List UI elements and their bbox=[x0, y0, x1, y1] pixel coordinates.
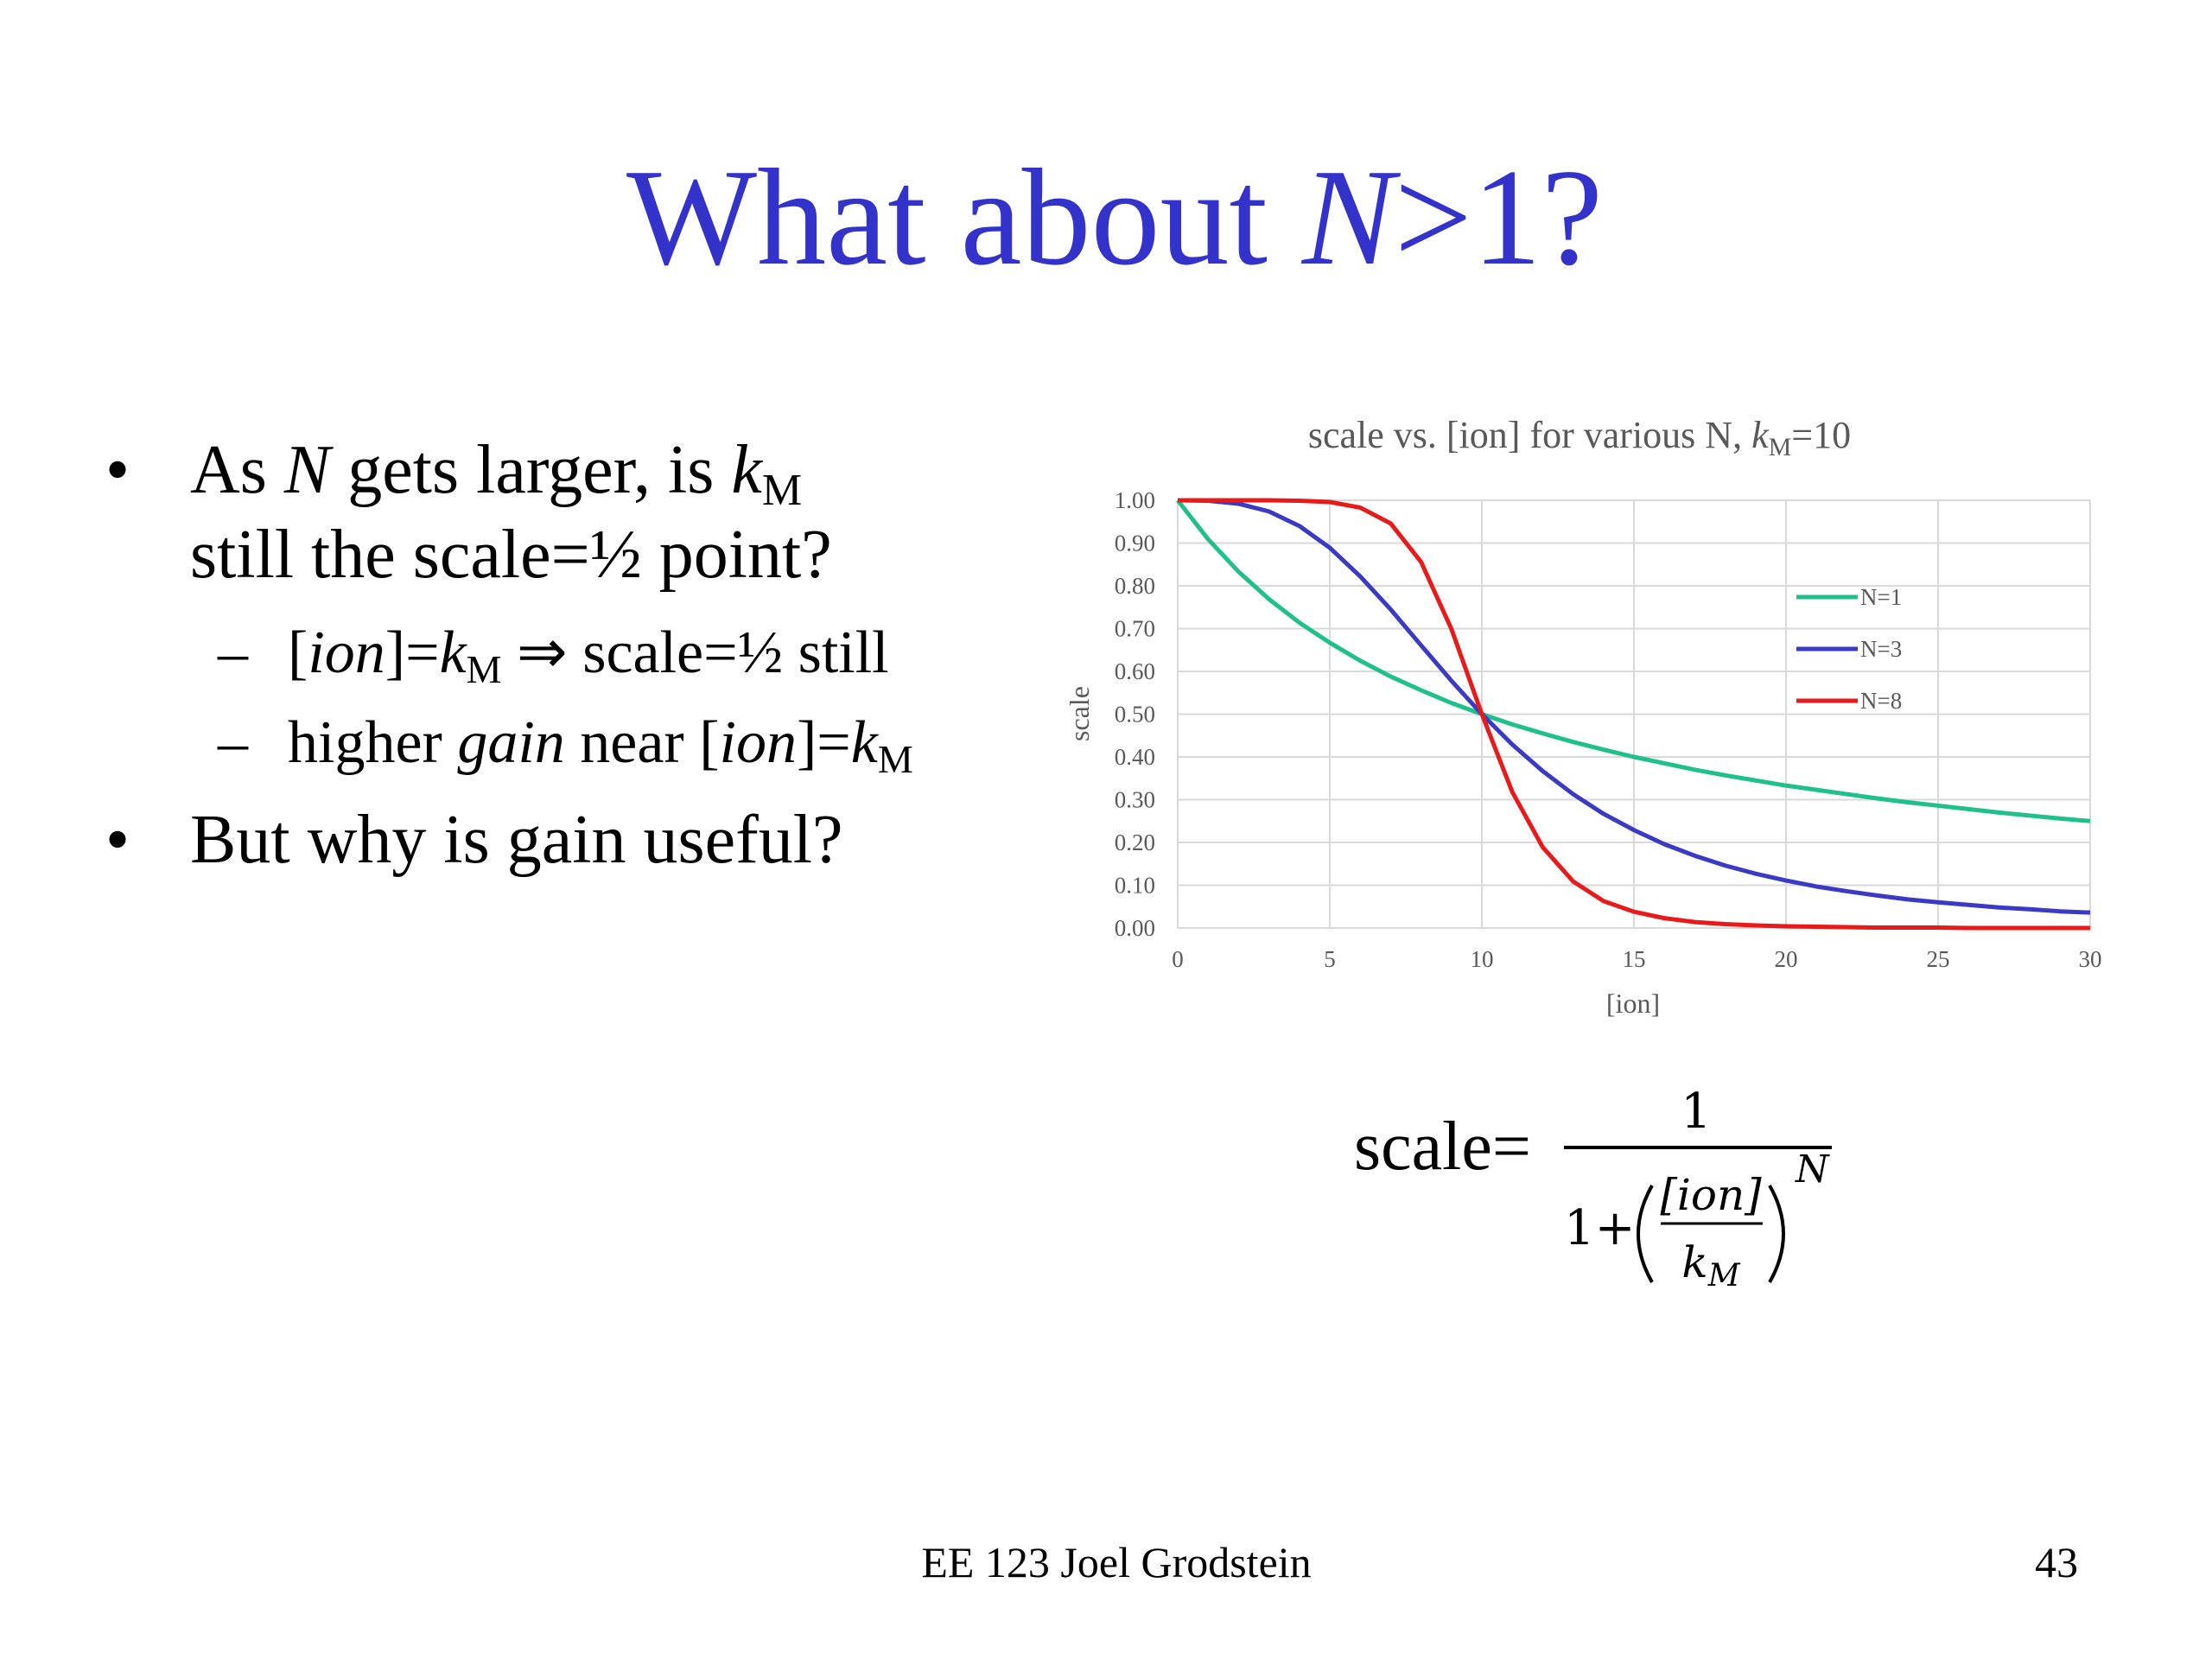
text-run: k bbox=[1681, 1237, 1707, 1287]
text-run: near [ bbox=[565, 709, 720, 776]
y-tick-label: 0.90 bbox=[1115, 531, 1155, 556]
text-run: gain bbox=[457, 709, 564, 776]
text-run: ⇒ scale=½ still bbox=[502, 620, 889, 686]
x-tick-label: 15 bbox=[1623, 946, 1646, 972]
formula-lhs: scale= bbox=[1354, 1109, 1531, 1185]
bullet-text: But why is gain useful? bbox=[190, 802, 842, 878]
paren bbox=[1637, 1185, 1654, 1283]
x-tick-label: 0 bbox=[1172, 946, 1184, 972]
y-tick-label: 0.80 bbox=[1115, 573, 1155, 599]
y-tick-label: 1.00 bbox=[1115, 487, 1155, 513]
title-text: What about bbox=[626, 140, 1302, 294]
y-tick-label: 0.40 bbox=[1115, 744, 1155, 770]
x-axis-label: [ion] bbox=[1606, 988, 1660, 1019]
x-tick-label: 30 bbox=[2079, 946, 2102, 972]
y-tick-label: 0.60 bbox=[1115, 658, 1155, 684]
text-run: scale vs. [ion] for various N, bbox=[1308, 414, 1751, 456]
text-run: M bbox=[878, 737, 913, 781]
text-run: k bbox=[440, 620, 468, 686]
sub-bullet-text: [ion]=kM ⇒ scale=½ still bbox=[288, 620, 889, 691]
sub-bullet-marker: – bbox=[217, 709, 249, 776]
paren bbox=[1768, 1185, 1785, 1283]
formula-inner-denominator: kM bbox=[1681, 1237, 1740, 1294]
title-text: >1? bbox=[1395, 140, 1603, 294]
bullets: • As N gets larger, is kM still the scal… bbox=[105, 432, 913, 878]
sub-bullet-text: higher gain near [ion]=kM bbox=[288, 709, 913, 781]
y-tick-label: 0.30 bbox=[1115, 787, 1155, 813]
slide-title: What about N>1? bbox=[626, 140, 1603, 294]
text-run: M bbox=[467, 647, 502, 691]
footer: EE 123 Joel Grodstein bbox=[921, 1538, 1311, 1586]
text-run: ]= bbox=[385, 620, 440, 686]
chart-title: scale vs. [ion] for various N, kM=10 bbox=[1308, 414, 1851, 461]
formula-numerator: 1 bbox=[1681, 1084, 1712, 1140]
x-tick-label: 5 bbox=[1324, 946, 1336, 972]
page-number: 43 bbox=[2035, 1538, 2078, 1586]
y-tick-label: 0.00 bbox=[1115, 915, 1155, 941]
text-run: As bbox=[190, 432, 284, 508]
x-tick-label: 25 bbox=[1927, 946, 1950, 972]
text-run: M bbox=[1769, 433, 1792, 461]
formula: scale= 1 1+ [ion] kM N bbox=[1354, 1084, 1832, 1294]
formula-prefix: 1+ bbox=[1564, 1200, 1636, 1256]
text-run: gets larger, is bbox=[330, 432, 731, 508]
x-tick-label: 20 bbox=[1775, 946, 1798, 972]
text-run: ion bbox=[720, 709, 797, 776]
text-run: k bbox=[851, 709, 880, 776]
title-text: N bbox=[1300, 140, 1402, 294]
text-run: k bbox=[731, 432, 763, 508]
text-run: ion bbox=[308, 620, 385, 686]
chart: scale vs. [ion] for various N, kM=10 [io… bbox=[1064, 414, 2102, 1019]
x-tick-label: 10 bbox=[1471, 946, 1494, 972]
y-axis-label: scale bbox=[1064, 686, 1095, 741]
legend-label: N=3 bbox=[1860, 636, 1902, 662]
text-run: M bbox=[1707, 1258, 1741, 1294]
legend-label: N=8 bbox=[1860, 688, 1902, 714]
text-run: [ bbox=[288, 620, 308, 686]
bullet-text: As N gets larger, is kM bbox=[190, 432, 802, 515]
bullet-text: still the scale=½ point? bbox=[190, 517, 832, 593]
formula-exponent: N bbox=[1795, 1147, 1830, 1192]
series-line bbox=[1177, 498, 2091, 915]
text-run: M bbox=[762, 466, 802, 515]
y-tick-label: 0.20 bbox=[1115, 830, 1155, 855]
legend-label: N=1 bbox=[1860, 584, 1902, 610]
y-tick-label: 0.50 bbox=[1115, 702, 1155, 728]
y-tick-label: 0.10 bbox=[1115, 873, 1155, 899]
text-run: higher bbox=[288, 709, 457, 776]
bullet-marker: • bbox=[105, 802, 130, 878]
formula-inner-numerator: [ion] bbox=[1660, 1170, 1762, 1220]
text-run: ]= bbox=[797, 709, 851, 776]
sub-bullet-marker: – bbox=[217, 620, 249, 686]
text-run: k bbox=[1751, 414, 1770, 456]
text-run: =10 bbox=[1791, 414, 1851, 456]
text-run: N bbox=[283, 432, 334, 508]
series-line bbox=[1176, 499, 2091, 823]
y-tick-label: 0.70 bbox=[1115, 616, 1155, 642]
series-line bbox=[1178, 498, 2090, 931]
bullet-marker: • bbox=[105, 432, 130, 508]
